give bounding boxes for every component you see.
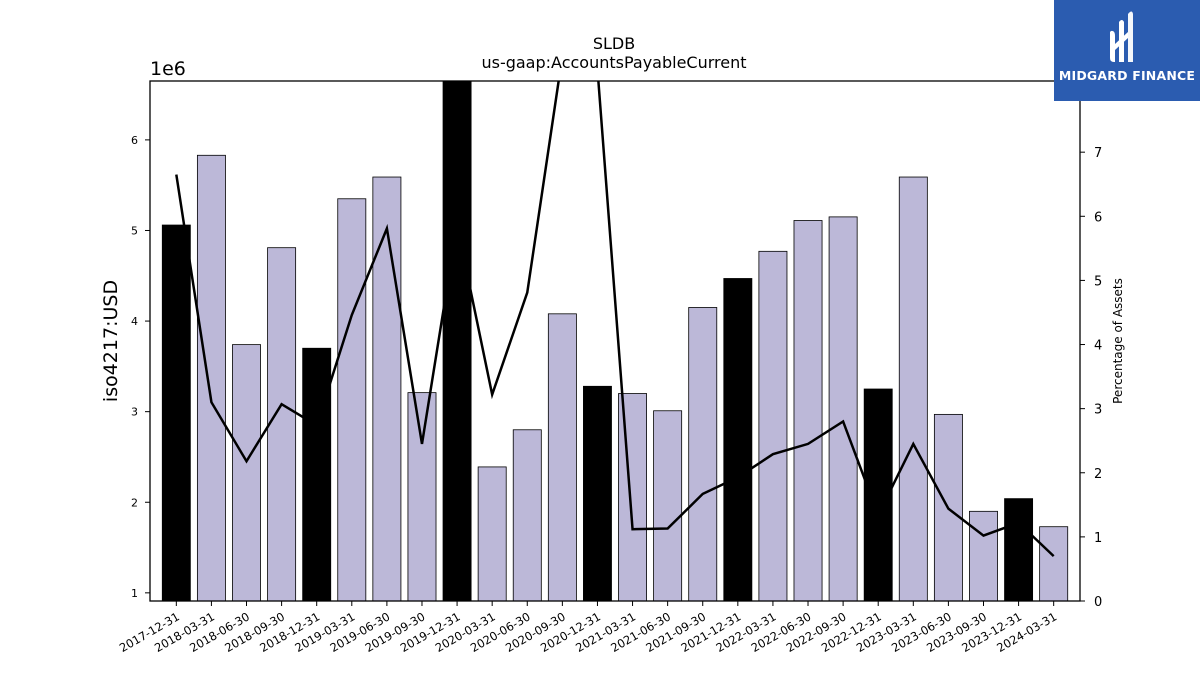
bar	[267, 247, 297, 602]
bar	[442, 80, 472, 602]
bar	[898, 176, 928, 602]
bar	[828, 216, 858, 602]
bar	[337, 198, 367, 602]
y2-tick-label: 7	[1094, 146, 1102, 161]
bar	[618, 393, 647, 602]
chart-title: SLDB	[593, 34, 635, 53]
bar	[1039, 526, 1069, 602]
plot-area: 123456012345672017-12-312018-03-312018-0…	[117, 80, 1102, 655]
y-offset-label: 1e6	[150, 58, 186, 80]
bar	[232, 344, 261, 602]
bar	[407, 392, 437, 602]
y-tick-label: 2	[131, 496, 138, 509]
y-tick-label: 5	[131, 224, 138, 237]
y2-tick-label: 4	[1094, 339, 1102, 354]
y-tick-label: 3	[131, 406, 138, 419]
bar	[302, 347, 332, 602]
plot-frame	[149, 80, 1081, 602]
y-tick-label: 6	[131, 134, 138, 147]
brand-logo: MIDGARD FINANCE	[1054, 0, 1200, 101]
bar	[758, 250, 788, 602]
brand-name: MIDGARD FINANCE	[1058, 68, 1196, 83]
bar	[688, 307, 718, 602]
midgard-logo-icon	[1110, 11, 1133, 62]
bar	[196, 154, 226, 602]
y-axis-label: iso4217:USD	[100, 280, 122, 402]
bar	[161, 224, 191, 602]
bar	[583, 385, 612, 602]
y2-tick-label: 3	[1094, 403, 1102, 418]
bar	[1004, 498, 1034, 602]
y2-tick-label: 1	[1094, 531, 1102, 546]
bar	[477, 466, 507, 602]
y2-tick-label: 2	[1094, 467, 1102, 482]
y-tick-label: 1	[131, 587, 138, 600]
y2-tick-label: 5	[1094, 274, 1102, 289]
bar	[653, 410, 683, 602]
y-tick-label: 4	[131, 315, 138, 328]
bar	[372, 176, 402, 602]
chart-subtitle: us-gaap:AccountsPayableCurrent	[481, 53, 746, 72]
y2-tick-label: 6	[1094, 210, 1102, 225]
bar	[969, 510, 998, 602]
y2-axis-label: Percentage of Assets	[1111, 278, 1125, 404]
bar	[547, 313, 577, 602]
bar	[723, 278, 753, 602]
percentage-line	[175, 81, 1055, 558]
y2-tick-label: 0	[1094, 595, 1102, 610]
bar	[793, 220, 823, 602]
bar	[512, 429, 542, 602]
